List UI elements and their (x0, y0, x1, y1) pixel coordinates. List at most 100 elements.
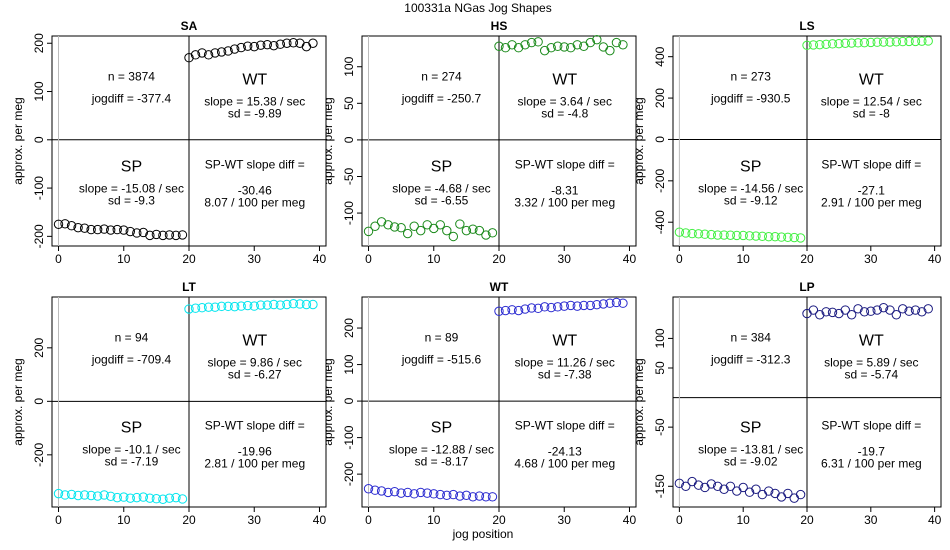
y-tick-label: 0 (32, 398, 46, 405)
data-point (520, 304, 530, 314)
sp-label: SP (121, 159, 142, 176)
data-point (132, 492, 142, 503)
data-point (481, 492, 491, 502)
data-point (770, 231, 780, 242)
jogdiff-annotation: jogdiff = -709.4 (91, 353, 172, 367)
y-tick-label: -200 (342, 462, 356, 486)
data-point (301, 41, 312, 52)
data-point (455, 491, 465, 501)
jogdiff-annotation: jogdiff = -377.4 (91, 92, 172, 106)
data-point (158, 494, 168, 504)
slope-diff-label: SP-WT slope diff = (515, 419, 615, 433)
data-point (402, 228, 413, 239)
wt-slope-annotation: slope = 9.86 / sec (208, 356, 302, 370)
data-point (177, 230, 188, 240)
data-point (859, 37, 870, 48)
data-point (618, 298, 628, 308)
slope-diff-per-meg: 2.91 / 100 per meg (821, 196, 922, 210)
sp-sd-annotation: sd = -6.55 (415, 194, 469, 208)
data-point (559, 301, 569, 311)
data-point (112, 224, 122, 235)
data-point (592, 34, 602, 45)
data-point (687, 228, 697, 239)
data-point (513, 305, 524, 316)
data-point (402, 487, 413, 498)
data-point (572, 40, 582, 50)
data-point (210, 48, 220, 58)
data-point (236, 301, 246, 311)
jogdiff-annotation: jogdiff = -312.3 (710, 353, 791, 367)
data-point (301, 299, 312, 310)
data-point (898, 36, 908, 47)
data-point (872, 37, 882, 47)
x-tick-label: 20 (182, 513, 196, 527)
data-point (243, 41, 253, 51)
y-tick-label: -100 (342, 201, 356, 225)
data-point (712, 481, 723, 491)
data-point (363, 226, 374, 237)
data-point (190, 303, 201, 313)
y-tick-label: -400 (653, 210, 667, 234)
data-point (712, 230, 723, 240)
data-point (904, 306, 914, 316)
data-point (719, 230, 729, 240)
data-point (853, 304, 863, 314)
data-point (229, 301, 240, 312)
x-tick-label: 20 (492, 513, 506, 527)
data-point (859, 307, 870, 317)
data-point (757, 489, 768, 500)
data-point (308, 38, 318, 48)
x-axis-label: jog position (452, 527, 514, 541)
y-axis-label: approx. per meg (11, 97, 25, 184)
x-tick-label: 20 (492, 252, 506, 266)
y-tick-label: 100 (653, 328, 667, 348)
x-tick-label: 40 (928, 513, 942, 527)
data-point (706, 479, 716, 489)
data-point (917, 36, 927, 46)
data-point (700, 229, 710, 239)
data-point (53, 219, 64, 229)
jogdiff-annotation: jogdiff = -515.6 (401, 353, 482, 367)
x-tick-label: 20 (800, 513, 814, 527)
n-annotation: n = 273 (731, 70, 772, 84)
data-point (507, 40, 517, 50)
slope-diff-label: SP-WT slope diff = (821, 419, 921, 433)
panel-lt: LT approx. per meg 0 10 20 30 40 -200 0 200 n = 94… (11, 280, 327, 527)
data-point (821, 39, 831, 49)
y-tick-label: 0 (32, 136, 46, 143)
panel-sa: SA approx. per meg 0 10 20 30 40 -200 -100 0 100 20… (11, 19, 327, 266)
slope-diff-per-meg: 3.32 / 100 per meg (514, 196, 615, 210)
data-point (481, 230, 491, 240)
data-point (891, 37, 902, 47)
panel-title: SA (181, 19, 198, 33)
n-annotation: n = 94 (115, 331, 149, 345)
data-point (553, 41, 563, 51)
slope-diff-value: -30.46 (238, 184, 272, 198)
data-point (389, 222, 400, 232)
data-point (73, 222, 83, 233)
data-point (197, 303, 207, 313)
data-point (674, 227, 685, 237)
wt-slope-annotation: slope = 15.38 / sec (204, 95, 305, 109)
x-tick-label: 10 (117, 513, 131, 527)
x-tick-label: 30 (248, 513, 262, 527)
sp-sd-annotation: sd = -9.02 (724, 455, 778, 469)
data-point (693, 229, 704, 239)
wt-label: WT (242, 333, 267, 350)
data-point (60, 490, 70, 500)
wt-slope-annotation: slope = 5.89 / sec (824, 356, 918, 370)
x-tick-label: 10 (427, 513, 441, 527)
data-point (422, 220, 432, 230)
data-point (513, 43, 524, 53)
panel-title: WT (490, 280, 509, 294)
data-point (184, 53, 194, 63)
data-point (396, 223, 406, 233)
x-tick-label: 30 (864, 513, 878, 527)
data-point (216, 47, 227, 57)
data-point (249, 301, 259, 311)
data-point (151, 229, 162, 240)
data-point (808, 40, 819, 50)
data-point (827, 307, 838, 318)
data-point (611, 37, 622, 48)
data-point (487, 492, 498, 502)
